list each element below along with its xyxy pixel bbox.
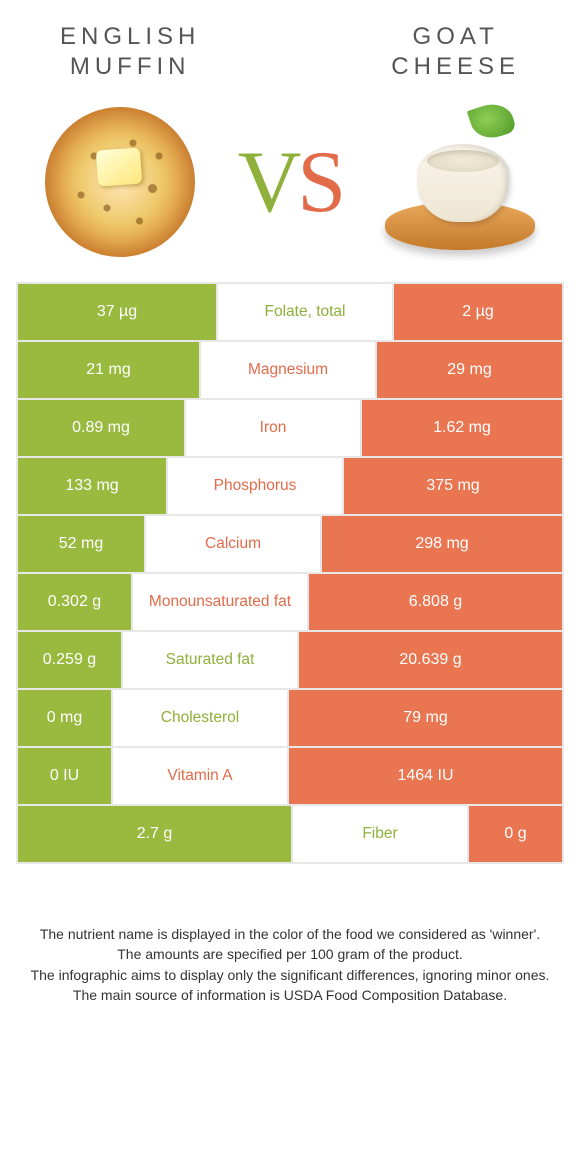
footnote-line: The amounts are specified per 100 gram o… bbox=[22, 944, 558, 964]
food-title-right: GOAT CHEESE bbox=[391, 22, 520, 82]
value-left: 21 mg bbox=[18, 342, 201, 398]
nutrient-name: Folate, total bbox=[218, 284, 392, 340]
nutrient-name: Calcium bbox=[146, 516, 320, 572]
vs-v: V bbox=[238, 134, 298, 231]
table-row: 0.89 mgIron1.62 mg bbox=[18, 398, 562, 456]
food-image-right bbox=[370, 97, 550, 267]
footnote-line: The nutrient name is displayed in the co… bbox=[22, 924, 558, 944]
value-right: 1.62 mg bbox=[360, 400, 562, 456]
nutrient-name: Phosphorus bbox=[168, 458, 342, 514]
cheese-illustration bbox=[375, 102, 545, 262]
nutrient-name: Iron bbox=[186, 400, 360, 456]
food-title-left: ENGLISH MUFFIN bbox=[60, 22, 200, 82]
nutrient-name: Fiber bbox=[293, 806, 467, 862]
value-right: 20.639 g bbox=[297, 632, 562, 688]
value-left: 133 mg bbox=[18, 458, 168, 514]
value-left: 0 IU bbox=[18, 748, 113, 804]
hero-row: VS bbox=[0, 82, 580, 282]
comparison-table: 37 µgFolate, total2 µg21 mgMagnesium29 m… bbox=[16, 282, 564, 864]
table-row: 0.259 gSaturated fat20.639 g bbox=[18, 630, 562, 688]
table-row: 0.302 gMonounsaturated fat6.808 g bbox=[18, 572, 562, 630]
value-left: 0 mg bbox=[18, 690, 113, 746]
header: ENGLISH MUFFIN GOAT CHEESE bbox=[0, 0, 580, 82]
table-row: 2.7 gFiber0 g bbox=[18, 804, 562, 862]
footnote-line: The infographic aims to display only the… bbox=[22, 965, 558, 985]
nutrient-name: Magnesium bbox=[201, 342, 375, 398]
nutrient-name: Saturated fat bbox=[123, 632, 297, 688]
value-right: 1464 IU bbox=[287, 748, 562, 804]
vs-s: S bbox=[297, 134, 342, 231]
value-right: 0 g bbox=[467, 806, 562, 862]
value-right: 375 mg bbox=[342, 458, 562, 514]
muffin-illustration bbox=[45, 107, 195, 257]
food-image-left bbox=[30, 97, 210, 267]
value-left: 37 µg bbox=[18, 284, 218, 340]
value-left: 0.89 mg bbox=[18, 400, 186, 456]
title-left-line2: MUFFIN bbox=[70, 53, 191, 80]
nutrient-name: Monounsaturated fat bbox=[133, 574, 307, 630]
value-left: 52 mg bbox=[18, 516, 146, 572]
value-right: 79 mg bbox=[287, 690, 562, 746]
footnotes: The nutrient name is displayed in the co… bbox=[0, 864, 580, 1005]
title-left-line1: ENGLISH bbox=[60, 23, 200, 50]
value-left: 2.7 g bbox=[18, 806, 293, 862]
value-left: 0.259 g bbox=[18, 632, 123, 688]
value-left: 0.302 g bbox=[18, 574, 133, 630]
table-row: 0 IUVitamin A1464 IU bbox=[18, 746, 562, 804]
value-right: 6.808 g bbox=[307, 574, 562, 630]
basil-leaf bbox=[467, 98, 517, 143]
value-right: 298 mg bbox=[320, 516, 562, 572]
table-row: 52 mgCalcium298 mg bbox=[18, 514, 562, 572]
table-row: 37 µgFolate, total2 µg bbox=[18, 282, 562, 340]
nutrient-name: Vitamin A bbox=[113, 748, 287, 804]
title-right-line1: GOAT bbox=[413, 23, 499, 50]
table-row: 133 mgPhosphorus375 mg bbox=[18, 456, 562, 514]
table-row: 0 mgCholesterol79 mg bbox=[18, 688, 562, 746]
footnote-line: The main source of information is USDA F… bbox=[22, 985, 558, 1005]
vs-label: VS bbox=[238, 132, 343, 233]
value-right: 29 mg bbox=[375, 342, 562, 398]
nutrient-name: Cholesterol bbox=[113, 690, 287, 746]
title-right-line2: CHEESE bbox=[391, 53, 520, 80]
table-row: 21 mgMagnesium29 mg bbox=[18, 340, 562, 398]
butter-pat bbox=[96, 148, 142, 187]
value-right: 2 µg bbox=[392, 284, 562, 340]
cheese-round bbox=[417, 144, 509, 222]
